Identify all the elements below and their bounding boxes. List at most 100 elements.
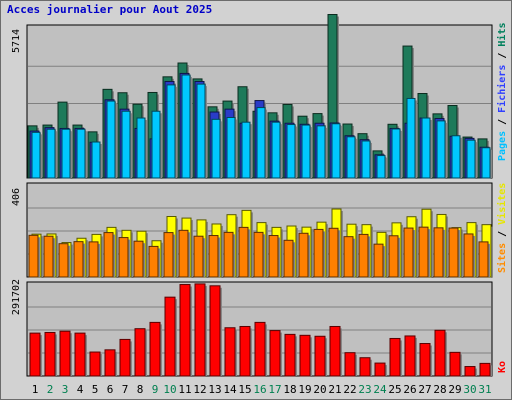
bar-ko-18 [284,333,296,377]
bar-ko-3 [59,330,71,377]
bar-sites-6 [103,232,114,278]
legend-middle: Sites / Visites [496,183,508,273]
x-tick-label-12: 12 [193,383,206,396]
bar-pages-20 [316,125,326,179]
bar-ko-6 [104,349,116,377]
y-max-label-bottom: 291702 [11,279,22,315]
bar-pages-18 [286,124,296,179]
x-tick-label-17: 17 [268,383,281,396]
bar-pages-21 [331,123,341,179]
legend-separator: / [497,225,508,243]
bar-ko-10 [164,296,176,377]
bar-ko-5 [89,351,101,377]
bar-ko-19 [299,334,311,377]
x-tick-label-24: 24 [373,383,387,396]
bar-sites-16 [253,231,264,278]
bar-pages-3 [61,128,71,179]
bar-pages-31 [481,147,491,179]
bar-ko-21 [329,325,341,377]
bar-sites-18 [283,239,294,278]
x-tick-label-27: 27 [418,383,431,396]
legend-separator: / [497,113,508,131]
x-tick-label-9: 9 [152,383,159,396]
x-tick-label-19: 19 [298,383,311,396]
x-tick-label-23: 23 [358,383,371,396]
legend-sites: Sites [496,243,508,273]
bar-ko-25 [389,337,401,377]
legend-visites: Visites [496,183,508,225]
bar-pages-23 [361,140,371,179]
x-tick-label-8: 8 [137,383,144,396]
x-tick-label-4: 4 [77,383,84,396]
x-tick-label-3: 3 [62,383,69,396]
bar-sites-8 [133,240,144,278]
bar-sites-30 [463,233,474,278]
axis-labels: 1 2 3 4 5 6 7 8 9 10 11 12 13 14 15 16 17 18 19 20 21 22 23 24 2… [11,23,508,397]
bar-pages-9 [151,110,161,179]
bar-pages-25 [391,128,401,179]
bar-pages-27 [421,117,431,179]
x-tick-label-26: 26 [403,383,416,396]
legend-ko: Ko [497,361,508,373]
bar-pages-16 [256,107,266,179]
bar-pages-10 [166,84,176,179]
bar-sites-10 [163,232,174,278]
bar-pages-7 [121,110,131,179]
bar-sites-29 [448,227,459,278]
bar-sites-17 [268,235,279,278]
bar-sites-25 [388,235,399,278]
x-tick-label-31: 31 [478,383,491,396]
bar-sites-31 [478,241,489,278]
bar-sites-23 [358,233,369,278]
bar-pages-12 [196,83,206,179]
bar-pages-22 [346,136,356,179]
bar-ko-13 [209,285,221,377]
y-max-label-middle: 406 [11,188,22,206]
x-tick-label-13: 13 [208,383,221,396]
legend-pages: Pages [497,131,508,161]
bar-ko-4 [74,332,86,377]
bars [27,14,493,377]
x-tick-label-2: 2 [47,383,54,396]
legend-fichiers: Fichiers [496,65,508,113]
bar-sites-5 [88,241,99,278]
bar-pages-8 [136,117,146,179]
bar-pages-29 [451,135,461,179]
x-tick-label-28: 28 [433,383,446,396]
x-tick-label-16: 16 [253,383,266,396]
chart-title: Acces journalier pour Aout 2025 [7,3,213,16]
x-tick-label-18: 18 [283,383,296,396]
bar-ko-15 [239,325,251,377]
bar-sites-4 [73,241,84,278]
bar-ko-27 [419,343,431,377]
bar-sites-26 [403,227,414,278]
bar-ko-28 [434,329,446,377]
bar-pages-17 [271,121,281,179]
bar-pages-11 [181,74,191,179]
bar-ko-24 [374,362,386,377]
bar-pages-19 [301,124,311,179]
bar-sites-28 [433,227,444,278]
bar-pages-2 [46,128,56,179]
bar-ko-31 [479,362,491,377]
bar-ko-1 [29,332,41,377]
bar-pages-6 [106,100,116,179]
x-tick-label-14: 14 [223,383,237,396]
bar-sites-14 [223,231,234,278]
bar-pages-30 [466,139,476,179]
bar-sites-7 [118,237,129,278]
bar-sites-11 [178,229,189,278]
x-tick-label-21: 21 [328,383,341,396]
bar-sites-12 [193,235,204,278]
bar-sites-19 [298,232,309,278]
bar-pages-28 [436,120,446,179]
x-tick-label-6: 6 [107,383,114,396]
bar-pages-4 [76,128,86,179]
bar-ko-14 [224,327,236,377]
bar-ko-2 [44,331,56,377]
bar-pages-15 [241,121,251,179]
legend-bottom: Ko [497,361,508,373]
bar-pages-14 [226,117,236,179]
bar-pages-5 [91,141,101,179]
